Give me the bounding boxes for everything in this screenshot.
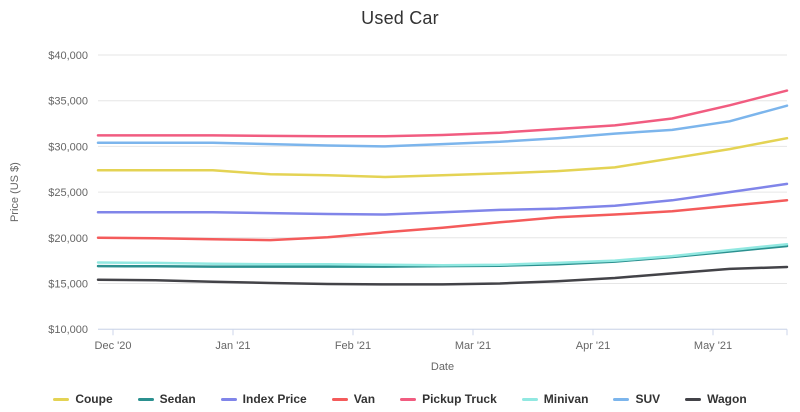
legend-item-pickup-truck[interactable]: Pickup Truck: [400, 392, 497, 406]
legend-label: Pickup Truck: [422, 392, 497, 406]
series-line-index-price: [96, 182, 789, 216]
y-axis-tick-label: $35,000: [48, 96, 88, 108]
x-axis-tick-label: Dec '20: [95, 340, 132, 352]
legend-swatch-pickup-truck: [400, 397, 417, 401]
legend-item-minivan[interactable]: Minivan: [521, 392, 589, 406]
y-axis-tick-label: $40,000: [48, 50, 88, 62]
legend-label: Sedan: [159, 392, 196, 406]
chart-title: Used Car: [361, 8, 439, 28]
legend-swatch-coupe: [53, 397, 70, 401]
legend-swatch-van: [331, 397, 348, 401]
legend-label: Van: [353, 392, 376, 406]
legend-item-index-price[interactable]: Index Price: [220, 392, 307, 406]
legend-label: SUV: [635, 392, 661, 406]
x-axis-tick-label: May '21: [694, 340, 732, 352]
series-line-suv: [96, 104, 789, 148]
series-line-coupe: [96, 136, 789, 179]
legend-swatch-minivan: [521, 397, 538, 401]
legend-item-suv[interactable]: SUV: [613, 392, 660, 406]
legend-swatch-suv: [613, 397, 630, 401]
series-line-wagon: [96, 265, 789, 286]
legend-label: Wagon: [707, 392, 747, 406]
y-axis-tick-label: $25,000: [48, 187, 88, 199]
legend-label: Coupe: [75, 392, 113, 406]
legend-item-van[interactable]: Van: [331, 392, 376, 406]
legend-item-sedan[interactable]: Sedan: [137, 392, 196, 406]
y-axis-tick-label: $15,000: [48, 279, 88, 291]
x-axis-title: Date: [431, 361, 454, 373]
x-axis-tick-label: Jan '21: [215, 340, 250, 352]
series-line-minivan: [96, 242, 789, 267]
series-line-van: [96, 199, 789, 242]
x-axis-tick-label: Mar '21: [455, 340, 491, 352]
y-axis-tick-label: $30,000: [48, 141, 88, 153]
chart-plot: $10,000 $15,000 $20,000 $25,000 $30,000 $35,0…: [9, 50, 789, 373]
y-axis-tick-label: $10,000: [48, 324, 88, 336]
y-axis-tick-label: $20,000: [48, 233, 88, 245]
legend-item-wagon[interactable]: Wagon: [685, 392, 747, 406]
y-axis-title: Price (US $): [9, 162, 21, 222]
series-line-pickup-truck: [96, 89, 789, 138]
x-axis-tick-label: Apr '21: [576, 340, 611, 352]
chart-legend: Coupe Sedan Index Price Van Pickup Truck Mini…: [0, 392, 800, 406]
legend-swatch-wagon: [685, 397, 702, 401]
legend-label: Index Price: [242, 392, 307, 406]
legend-swatch-sedan: [137, 397, 154, 401]
legend-label: Minivan: [543, 392, 589, 406]
legend-item-coupe[interactable]: Coupe: [53, 392, 113, 406]
legend-swatch-index-price: [220, 397, 237, 401]
x-axis-tick-label: Feb '21: [335, 340, 371, 352]
